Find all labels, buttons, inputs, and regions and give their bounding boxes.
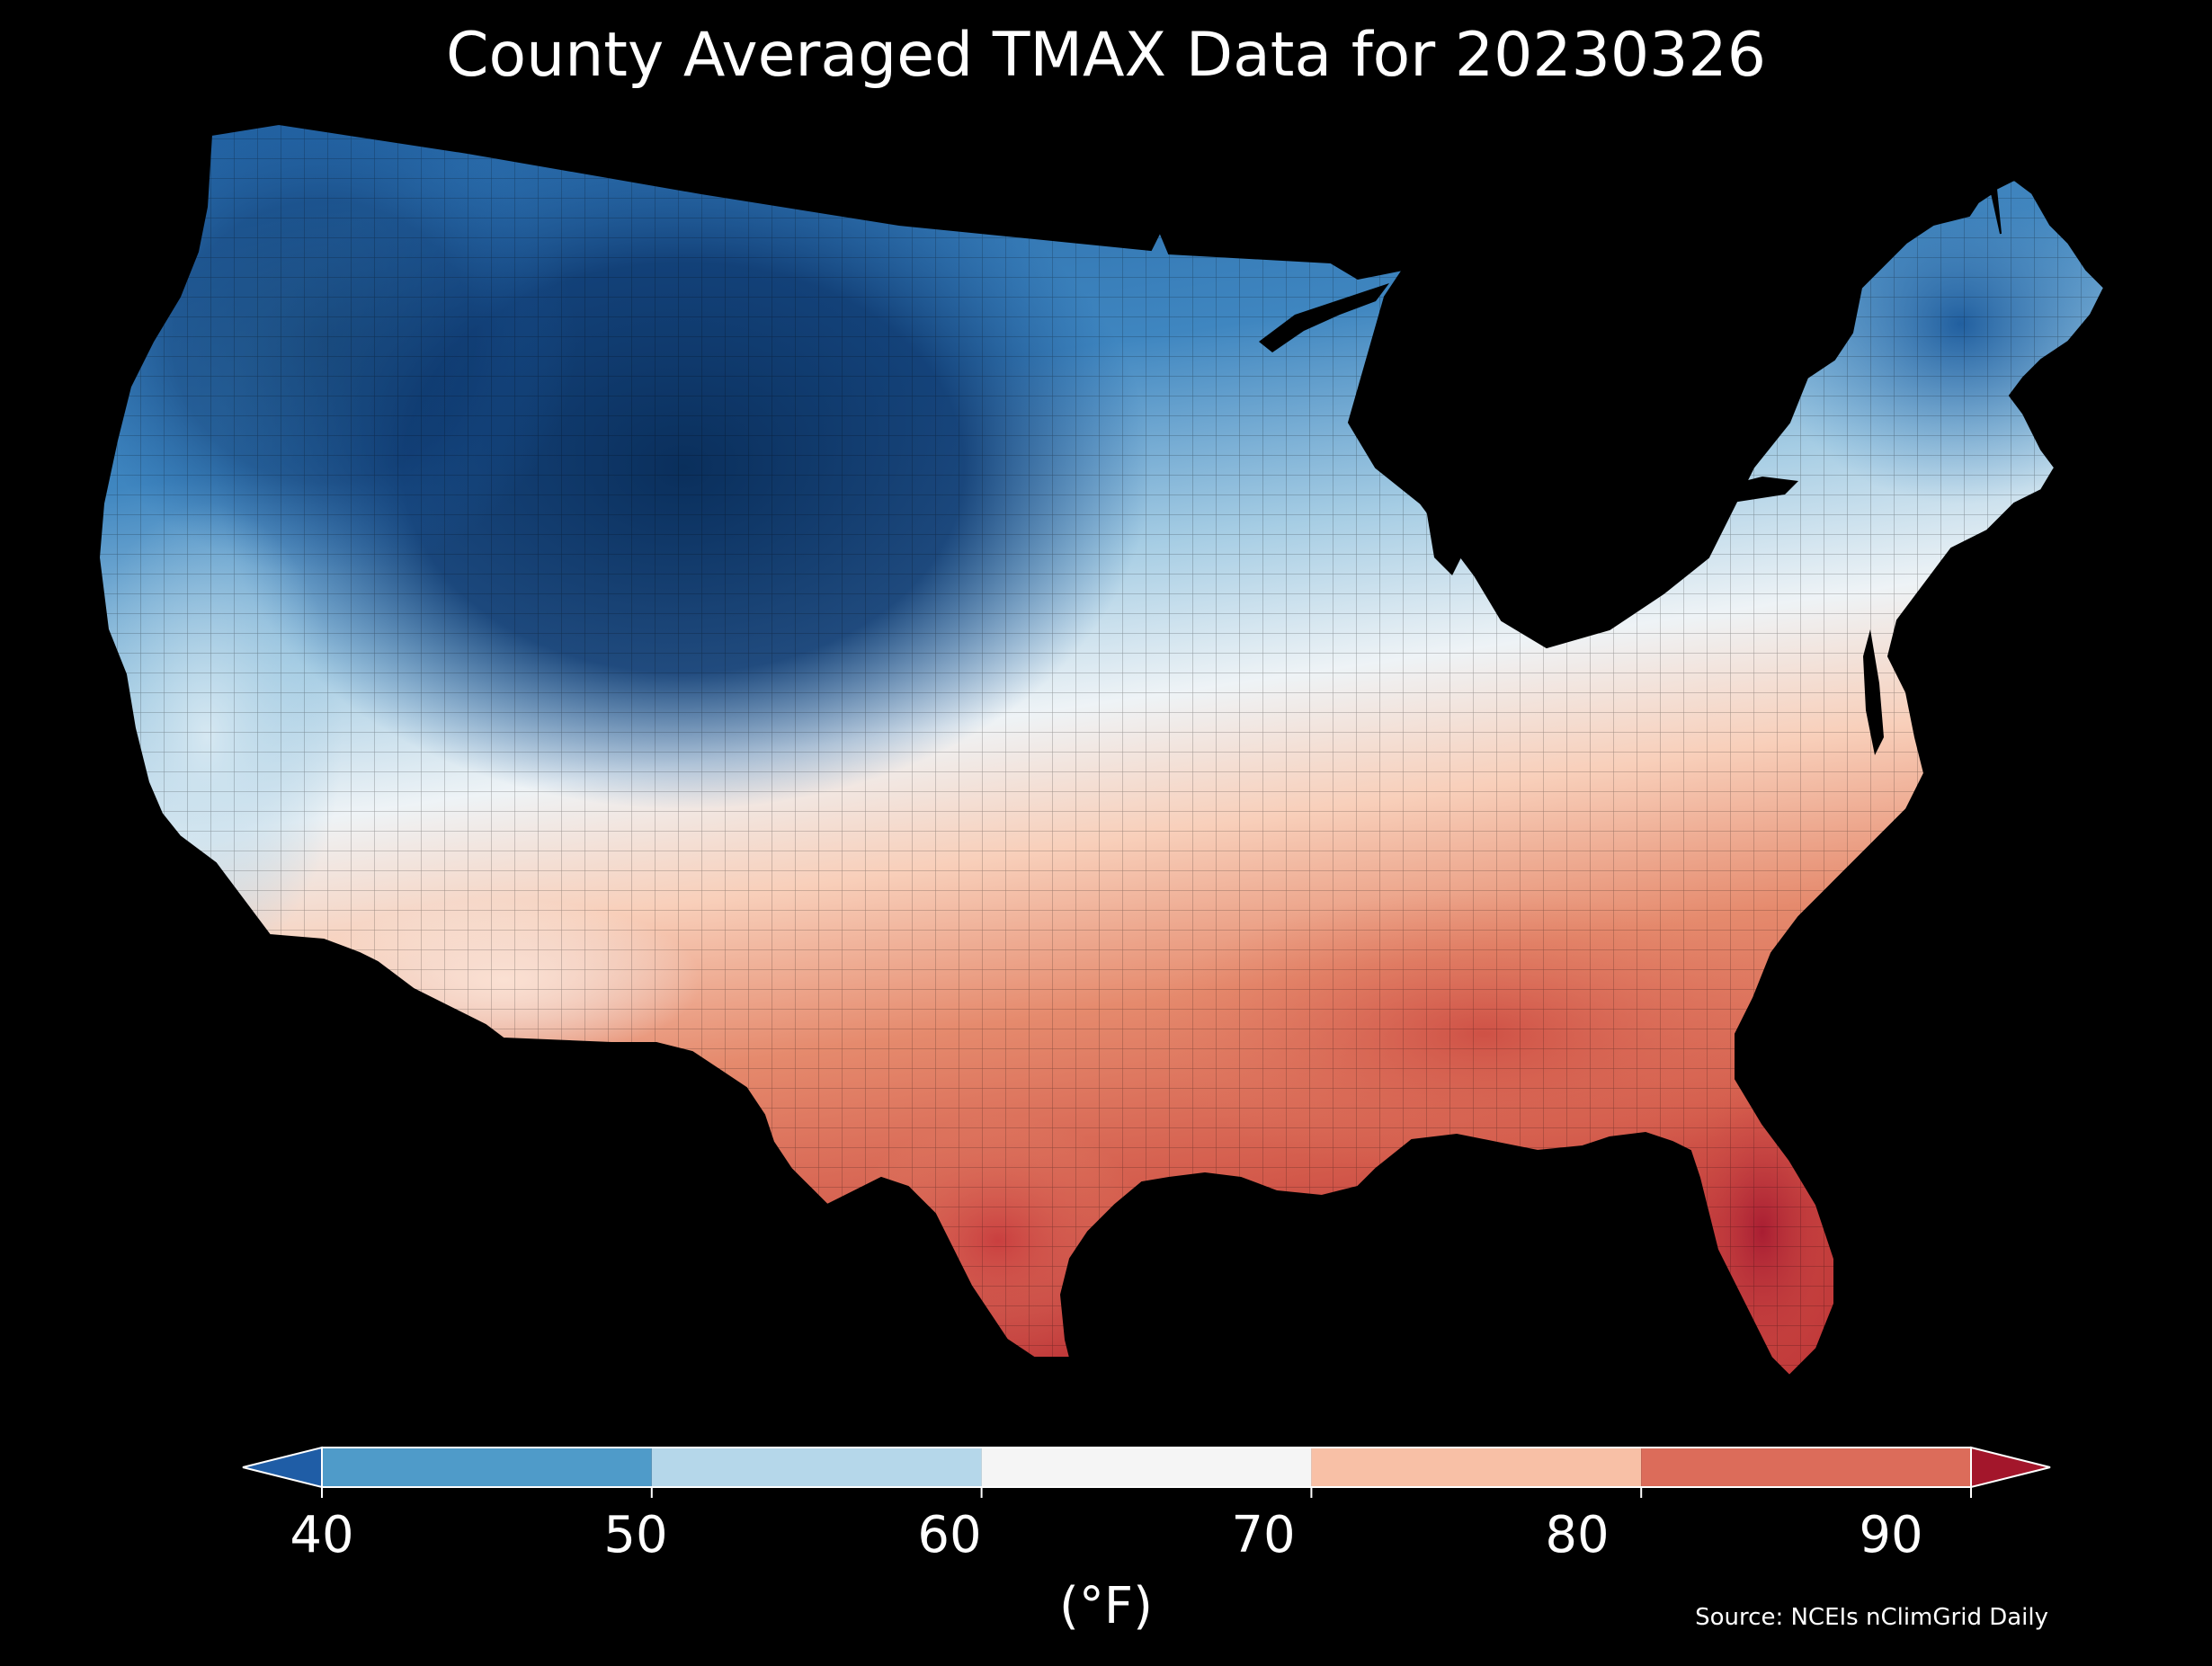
source-credit: Source: NCEIs nClimGrid Daily [1695, 1604, 2048, 1631]
colorbar-bin-70-80 [1311, 1448, 1642, 1487]
colorbar-unit-label: (°F) [1059, 1577, 1153, 1635]
colorbar-tick-60: 60 [917, 1506, 982, 1564]
colorbar-bins [322, 1448, 1971, 1487]
colorbar-tick-90: 90 [1859, 1506, 1923, 1564]
colorbar-over-arrow [1970, 1446, 2051, 1489]
colorbar-bin-40-50 [322, 1448, 652, 1487]
lake-ontario [1708, 477, 1798, 503]
colorbar-frame [321, 1447, 1972, 1488]
lake-huron [1493, 369, 1565, 503]
colorbar-tick-50: 50 [603, 1506, 668, 1564]
lake-superior [1259, 283, 1389, 352]
colorbar-ticks [321, 1487, 1972, 1498]
colorbar-tick-80: 80 [1545, 1506, 1610, 1564]
colorbar-bin-60-70 [981, 1448, 1312, 1487]
lake-erie [1583, 508, 1690, 571]
map-title: County Averaged TMAX Data for 20230326 [446, 20, 1766, 91]
colorbar-bin-80-90 [1641, 1448, 1971, 1487]
colorbar-under-arrow [242, 1446, 323, 1489]
chesapeake-bay [1863, 629, 1884, 755]
colorbar-bin-50-60 [651, 1448, 982, 1487]
colorbar-tick-40: 40 [290, 1506, 354, 1564]
colorbar-tick-70: 70 [1231, 1506, 1296, 1564]
colorbar [242, 1446, 2051, 1498]
